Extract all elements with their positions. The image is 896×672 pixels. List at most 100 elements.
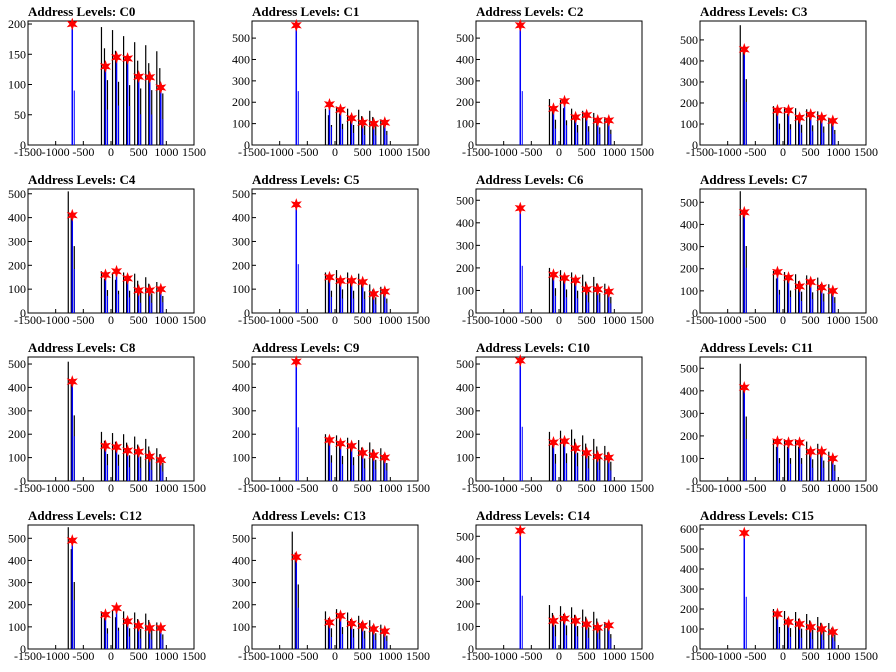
y-tick-label: 100 [680,622,698,636]
peak-marker [99,59,112,73]
y-tick-label: 500 [456,193,474,207]
peak-marker [133,445,145,459]
x-tick-label: -500 [72,145,94,159]
peak-marker [514,18,526,32]
chart-plot-11: -1500 -1000 -500 0 500 1000 1500 0 100 200 300 400 5… [680,356,878,495]
x-tick-label: -500 [744,145,766,159]
chart-panel-12: Address Levels: C12 -1500 -1000 -500 0 500 100… [0,504,224,672]
y-tick-label: 200 [8,258,26,272]
y-tick-label: 0 [244,306,250,320]
plot-frame [475,356,643,482]
peak-marker [738,205,750,219]
peak-marker [155,81,167,94]
peak-marker [379,624,391,638]
peak-marker [110,440,123,454]
y-tick-label: 400 [456,216,474,230]
peak-marker [603,451,615,465]
y-tick-label: 300 [8,576,26,590]
y-tick-label: 300 [456,238,474,252]
x-tick-label: -1500 [14,649,42,663]
x-tick-label: -500 [72,649,94,663]
chart-title: Address Levels: C5 [252,172,360,187]
x-tick-label: -1000 [42,145,70,159]
chart-panel-1: Address Levels: C1 -1500 -1000 -500 0 500 1000… [224,0,448,168]
y-tick-label: 100 [456,283,474,297]
y-tick-label: 0 [468,474,474,488]
y-tick-label: 200 [8,598,26,612]
peak-marker [581,617,593,631]
plot-frame [699,188,867,314]
x-tick-label: -1500 [462,481,490,495]
x-tick-label: 1000 [602,649,626,663]
chart-title: Address Levels: C7 [700,172,808,187]
y-tick-label: 200 [680,262,698,276]
y-tick-label: 300 [456,404,474,418]
chart-plot-12: -1500 -1000 -500 0 500 1000 1500 0 100 200 300 400 5… [8,524,206,663]
x-tick-label: 1000 [154,313,178,327]
peak-marker [805,620,817,634]
peak-marker [155,621,167,635]
x-tick-label: 1500 [854,145,878,159]
peak-marker [155,282,167,296]
x-tick-label: 1000 [378,145,402,159]
x-tick-label: 1500 [854,649,878,663]
y-tick-label: 500 [680,33,698,47]
x-tick-label: 0 [332,145,338,159]
x-tick-label: -1500 [238,313,266,327]
y-tick-label: 500 [456,357,474,371]
y-tick-label: 100 [680,451,698,465]
x-tick-label: 500 [130,145,148,159]
x-tick-label: 1000 [826,145,850,159]
peak-marker [122,52,134,65]
peak-marker [570,273,582,287]
chart-panel-4: Address Levels: C4 -1500 -1000 -500 0 500 1000… [0,168,224,336]
y-tick-label: 500 [232,531,250,545]
peak-marker [558,271,571,285]
peak-marker [592,621,604,634]
x-tick-label: 0 [108,649,114,663]
chart-panel-15: Address Levels: C15 -1500 -1000 -500 0 500 100… [672,504,896,672]
y-tick-label: 500 [456,31,474,45]
x-tick-label: 0 [108,481,114,495]
x-tick-label: -1000 [490,481,518,495]
peak-marker [66,534,78,547]
x-tick-label: -500 [520,145,542,159]
x-tick-label: -500 [744,313,766,327]
x-tick-label: 0 [556,313,562,327]
peak-marker [771,265,784,279]
chart-title: Address Levels: C8 [28,340,136,355]
peak-marker [99,268,112,282]
peak-marker [816,622,828,636]
peak-marker [805,108,817,121]
peak-marker [290,18,302,32]
peak-marker [290,198,302,211]
y-tick-label: 500 [232,357,250,371]
peak-marker [99,608,112,622]
y-tick-label: 300 [456,74,474,88]
peak-marker [133,70,145,84]
peak-marker [782,615,795,629]
x-tick-label: 0 [332,649,338,663]
y-tick-label: 400 [232,211,250,225]
y-tick-label: 0 [692,138,698,152]
peak-marker [794,111,806,125]
x-tick-label: 1500 [630,649,654,663]
y-tick-label: 500 [680,195,698,209]
plot-frame [699,524,867,650]
peak-marker [334,437,347,450]
peak-marker [603,285,615,298]
peak-marker [323,270,336,284]
peak-marker [558,434,571,448]
x-tick-label: 500 [802,649,820,663]
chart-plot-14: -1500 -1000 -500 0 500 1000 1500 0 100 200 300 400 5… [456,524,654,663]
peak-marker [794,280,806,293]
y-tick-label: 500 [680,361,698,375]
x-tick-label: 1500 [182,649,206,663]
x-tick-label: -1500 [686,313,714,327]
chart-panel-14: Address Levels: C14 -1500 -1000 -500 0 500 100… [448,504,672,672]
x-tick-label: -1000 [714,649,742,663]
peak-marker [122,444,134,457]
y-tick-label: 100 [8,282,26,296]
y-tick-label: 400 [8,380,26,394]
x-tick-label: 1500 [630,313,654,327]
